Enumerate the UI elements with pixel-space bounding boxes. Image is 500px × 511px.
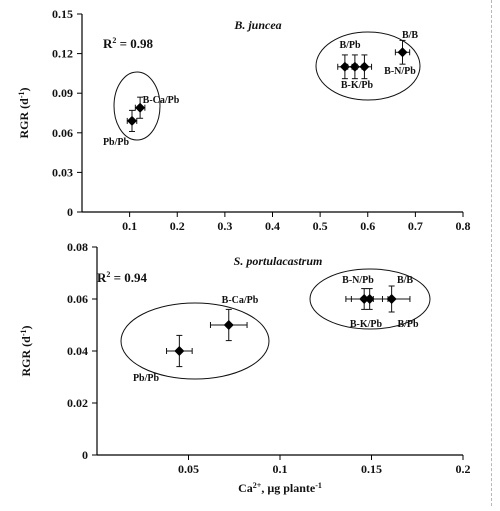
y-tick-label: 0.15 <box>52 7 73 21</box>
y-axis-title: RGR (d-1) <box>19 325 33 376</box>
x-tick-label: 0.6 <box>360 219 375 233</box>
y-tick-label: 0.06 <box>52 126 73 140</box>
chart-panel-s-portulacastrum: 0 0.02 0.04 0.06 0.08 0.05 0.1 0.15 0.2 RGR (d-1)… <box>19 240 471 495</box>
y-tick-label: 0.12 <box>52 47 73 61</box>
x-tick-label: 0.1 <box>273 462 288 476</box>
group-ellipse <box>309 268 431 330</box>
y-tick-label: 0 <box>67 205 73 219</box>
y-tick-label: 0.02 <box>67 396 88 410</box>
chart-title: B. juncea <box>233 18 281 32</box>
x-tick-label: 0.3 <box>217 219 232 233</box>
point-label-pb-pb: Pb/Pb <box>133 373 160 384</box>
x-tick-label: 0.5 <box>313 219 328 233</box>
group-ellipse <box>120 302 270 380</box>
data-point-b-k-pb <box>359 61 370 72</box>
x-tick-label: 0.15 <box>361 462 382 476</box>
data-point-b-b <box>397 47 408 58</box>
group-ellipse <box>113 71 161 141</box>
chart-title: S. portulacastrum <box>234 254 323 268</box>
point-label-b-n-pb: B-N/Pb <box>384 66 416 77</box>
chart-panel-b-juncea: 0 0.03 0.06 0.09 0.12 0.15 0.1 0.2 0.3 0.4 0.5 0.6 0… <box>17 7 471 233</box>
point-label-b-b: B/B <box>402 30 418 41</box>
y-tick-label: 0.03 <box>52 165 73 179</box>
point-label-pb-pb: Pb/Pb <box>103 137 130 148</box>
r-squared-annotation: R2 = 0.94 <box>97 270 148 285</box>
y-axis-title: RGR (d-1) <box>17 87 31 138</box>
data-point-b-k-pb <box>364 294 375 304</box>
y-tick-label: 0 <box>82 448 88 462</box>
point-label-b-ca-pb: B-Ca/Pb <box>143 95 180 106</box>
data-point-b-b <box>386 294 397 304</box>
data-point-b-ca-pb <box>135 102 146 113</box>
x-tick-label: 0.05 <box>178 462 199 476</box>
x-tick-label: 0.4 <box>265 219 280 233</box>
y-tick-label: 0.04 <box>67 344 88 358</box>
group-ellipse <box>315 31 421 101</box>
x-tick-label: 0.7 <box>408 219 423 233</box>
y-tick-label: 0.09 <box>52 86 73 100</box>
x-tick-label: 0.1 <box>122 219 137 233</box>
r-squared-annotation: R2 = 0.98 <box>103 36 154 51</box>
page-edge-divider <box>491 0 492 506</box>
point-label-b-pb: B/Pb <box>339 40 361 51</box>
point-label-b-ca-pb: B-Ca/Pb <box>222 295 259 306</box>
x-tick-label: 0.8 <box>456 219 471 233</box>
data-point-b-ca-pb <box>223 320 234 330</box>
y-tick-label: 0.06 <box>67 292 88 306</box>
point-label-b-b: B/B <box>397 275 413 286</box>
point-label-b-n-pb: B-N/Pb <box>342 275 374 286</box>
point-label-b-k-pb: B-K/Pb <box>341 80 374 91</box>
data-point-pb-pb <box>127 115 138 126</box>
data-point-pb-pb <box>174 346 185 356</box>
x-tick-label: 0.2 <box>170 219 185 233</box>
y-tick-label: 0.08 <box>67 240 88 254</box>
x-axis-title: Ca2+, µg plante-1 <box>238 481 322 495</box>
point-label-b-k-pb: B-K/Pb <box>350 319 383 330</box>
x-tick-label: 0.2 <box>456 462 471 476</box>
point-label-b-pb: B/Pb <box>397 319 419 330</box>
